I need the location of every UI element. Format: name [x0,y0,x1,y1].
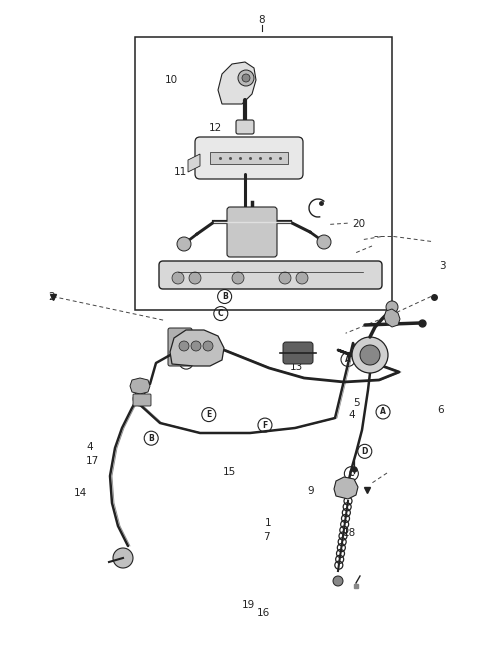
Circle shape [317,235,331,249]
Text: 7: 7 [263,531,270,542]
FancyBboxPatch shape [227,207,277,257]
Text: 1: 1 [264,518,271,529]
Circle shape [191,341,201,351]
Polygon shape [384,309,400,327]
Circle shape [238,70,254,86]
Text: 6: 6 [437,405,444,415]
Circle shape [386,301,398,313]
Text: C: C [218,309,224,318]
Polygon shape [218,62,256,104]
Polygon shape [334,477,358,499]
Text: 12: 12 [208,123,222,133]
Polygon shape [170,330,224,366]
Text: 15: 15 [223,467,236,478]
Circle shape [296,272,308,284]
Text: 16: 16 [256,608,270,619]
Circle shape [177,237,191,251]
Circle shape [203,341,213,351]
Bar [210,152,288,164]
Circle shape [172,272,184,284]
FancyBboxPatch shape [168,328,192,366]
Text: E: E [206,410,211,419]
Text: B: B [222,292,228,301]
Text: 13: 13 [290,362,303,373]
FancyBboxPatch shape [236,120,254,134]
Circle shape [279,272,291,284]
Text: 4: 4 [348,409,355,420]
Circle shape [242,74,250,82]
FancyBboxPatch shape [159,261,382,289]
Text: D: D [183,358,190,367]
Text: 14: 14 [74,488,87,499]
Text: E: E [237,276,241,285]
FancyBboxPatch shape [195,137,303,179]
Bar [135,37,392,310]
Text: F: F [138,394,143,403]
Text: B: B [148,434,154,443]
Text: D: D [361,447,368,456]
Text: 10: 10 [165,75,179,85]
Text: 20: 20 [352,219,366,230]
FancyBboxPatch shape [283,342,313,364]
Text: 5: 5 [353,398,360,409]
Text: C: C [348,469,354,478]
Circle shape [113,548,133,568]
Text: 17: 17 [85,455,99,466]
Text: 2: 2 [48,291,55,302]
Text: 4: 4 [87,442,94,453]
FancyBboxPatch shape [133,394,151,406]
Circle shape [333,576,343,586]
Polygon shape [130,378,150,394]
Text: 11: 11 [173,167,187,177]
Polygon shape [188,154,200,172]
Text: A: A [380,407,386,417]
Circle shape [189,272,201,284]
Text: 3: 3 [439,260,446,271]
Text: F: F [263,420,267,430]
Circle shape [232,272,244,284]
Text: 19: 19 [242,600,255,610]
Circle shape [179,341,189,351]
Text: 8: 8 [258,14,265,25]
Text: 9: 9 [308,485,314,496]
Circle shape [360,345,380,365]
Circle shape [352,337,388,373]
Text: 18: 18 [343,527,356,538]
Text: A: A [345,355,351,364]
